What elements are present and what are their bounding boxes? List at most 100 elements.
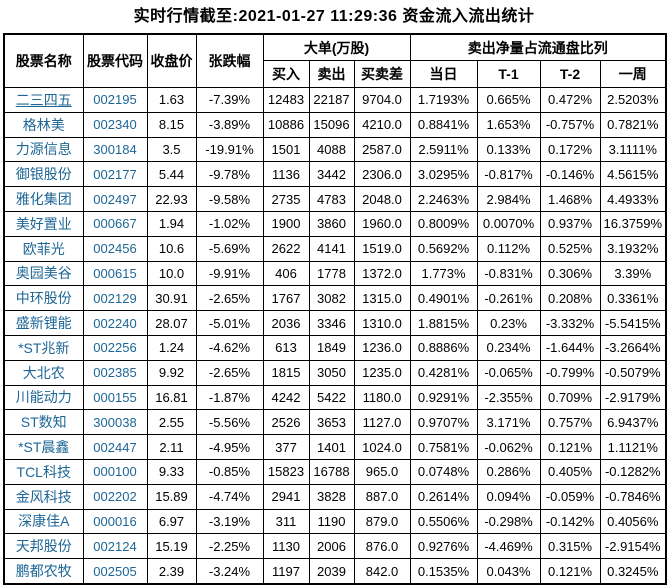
col-group-net-sell-ratio: 卖出净量占流通盘比列	[409, 33, 667, 61]
table-row: *ST兆新 002256 1.24 -4.62% 613 1849 1236.0 0.8886…	[3, 334, 667, 361]
table-row: 川能动力 000155 16.81 -1.87% 4242 5422 1180.0 0.929…	[3, 384, 667, 411]
sell-cell: 22187	[308, 87, 355, 113]
day-pct-cell: 2.5911%	[409, 136, 478, 163]
table-row: 奥园美谷 000615 10.0 -9.91% 406 1778 1372.0 1.773% -…	[3, 260, 667, 287]
table-row: 欧菲光 002456 10.6 -5.69% 2622 4141 1519.0 0.5692%…	[3, 235, 667, 262]
sell-cell: 4088	[308, 136, 355, 163]
sell-cell: 3442	[308, 161, 355, 188]
week-pct-cell: 6.9437%	[599, 409, 667, 436]
change-pct-cell: -9.91%	[195, 260, 264, 287]
day-pct-cell: 0.8009%	[409, 210, 478, 237]
buy-cell: 1900	[262, 210, 310, 237]
col-header-stock-code: 股票代码	[82, 33, 148, 88]
diff-cell: 2048.0	[353, 186, 411, 212]
buy-cell: 15823	[262, 458, 310, 485]
t1-pct-cell: -4.469%	[476, 533, 541, 560]
stock-name-link[interactable]: TCL科技	[3, 458, 84, 485]
buy-cell: 1130	[262, 533, 310, 560]
change-pct-cell: -2.65%	[195, 359, 264, 386]
stock-name-link[interactable]: 盛新锂能	[3, 310, 84, 336]
close-price-cell: 2.39	[146, 558, 197, 585]
stock-code-cell: 002340	[82, 111, 148, 138]
week-pct-cell: 0.7821%	[599, 111, 667, 138]
table-row: 美好置业 000667 1.94 -1.02% 1900 3860 1960.0 0.8009…	[3, 210, 667, 237]
change-pct-cell: -3.24%	[195, 558, 264, 585]
sell-cell: 3653	[308, 409, 355, 436]
week-pct-cell: 0.3361%	[599, 285, 667, 312]
close-price-cell: 5.44	[146, 161, 197, 188]
stock-name-link[interactable]: 二三四五	[3, 87, 84, 113]
week-pct-cell: -2.9154%	[599, 533, 667, 560]
stock-name-link[interactable]: 美好置业	[3, 210, 84, 237]
stock-name-link[interactable]: 力源信息	[3, 136, 84, 163]
diff-cell: 876.0	[353, 533, 411, 560]
buy-cell: 1197	[262, 558, 310, 585]
stock-name-link[interactable]: 欧菲光	[3, 235, 84, 262]
week-pct-cell: 2.5203%	[599, 87, 667, 113]
change-pct-cell: -9.78%	[195, 161, 264, 188]
t2-pct-cell: -0.142%	[539, 508, 601, 535]
week-pct-cell: 0.4056%	[599, 508, 667, 535]
change-pct-cell: -19.91%	[195, 136, 264, 163]
diff-cell: 1127.0	[353, 409, 411, 436]
col-header-t2: T-2	[539, 60, 601, 88]
table-row: TCL科技 000100 9.33 -0.85% 15823 16788 965.0 0.07…	[3, 458, 667, 485]
stock-name-link[interactable]: 中环股份	[3, 285, 84, 312]
day-pct-cell: 0.5506%	[409, 508, 478, 535]
t1-pct-cell: 0.043%	[476, 558, 541, 585]
col-header-buy: 买入	[262, 60, 310, 88]
stock-name-link[interactable]: 奥园美谷	[3, 260, 84, 287]
day-pct-cell: 0.4901%	[409, 285, 478, 312]
t1-pct-cell: 0.112%	[476, 235, 541, 262]
table-row: 格林美 002340 8.15 -3.89% 10886 15096 4210.0 0.884…	[3, 111, 667, 138]
col-header-day: 当日	[409, 60, 478, 88]
table-row: ST数知 300038 2.55 -5.56% 2526 3653 1127.0 0.9707…	[3, 409, 667, 436]
sell-cell: 3050	[308, 359, 355, 386]
stock-code-cell: 300184	[82, 136, 148, 163]
stock-code-cell: 002177	[82, 161, 148, 188]
stock-name-link[interactable]: 格林美	[3, 111, 84, 138]
stock-name-link[interactable]: 鹏都农牧	[3, 558, 84, 585]
stock-name-link[interactable]: 御银股份	[3, 161, 84, 188]
buy-cell: 2941	[262, 483, 310, 510]
buy-cell: 1501	[262, 136, 310, 163]
change-pct-cell: -5.01%	[195, 310, 264, 336]
stock-name-link[interactable]: ST数知	[3, 409, 84, 436]
stock-name-link[interactable]: 川能动力	[3, 384, 84, 411]
stock-name-link[interactable]: 深康佳A	[3, 508, 84, 535]
sell-cell: 1849	[308, 334, 355, 361]
stock-name-link[interactable]: 雅化集团	[3, 186, 84, 212]
t1-pct-cell: 0.286%	[476, 458, 541, 485]
t2-pct-cell: -0.799%	[539, 359, 601, 386]
day-pct-cell: 0.9276%	[409, 533, 478, 560]
close-price-cell: 15.19	[146, 533, 197, 560]
col-header-t1: T-1	[476, 60, 541, 88]
stock-code-cell: 002497	[82, 186, 148, 212]
page-title: 实时行情截至:2021-01-27 11:29:36 资金流入流出统计	[133, 8, 535, 25]
close-price-cell: 1.94	[146, 210, 197, 237]
close-price-cell: 22.93	[146, 186, 197, 212]
t2-pct-cell: -1.644%	[539, 334, 601, 361]
diff-cell: 2587.0	[353, 136, 411, 163]
t1-pct-cell: 2.984%	[476, 186, 541, 212]
t2-pct-cell: 0.525%	[539, 235, 601, 262]
buy-cell: 10886	[262, 111, 310, 138]
stock-name-link[interactable]: 大北农	[3, 359, 84, 386]
stock-code-cell: 000155	[82, 384, 148, 411]
stock-name-link[interactable]: 天邦股份	[3, 533, 84, 560]
diff-cell: 879.0	[353, 508, 411, 535]
day-pct-cell: 0.9291%	[409, 384, 478, 411]
diff-cell: 1315.0	[353, 285, 411, 312]
stock-name-link[interactable]: *ST兆新	[3, 334, 84, 361]
sell-cell: 1778	[308, 260, 355, 287]
stock-name-link[interactable]: *ST晨鑫	[3, 434, 84, 460]
t2-pct-cell: 0.472%	[539, 87, 601, 113]
stock-flow-table: 股票名称 股票代码 收盘价 张跌幅 大单(万股) 卖出净量占流通盘比列 买入 卖…	[3, 33, 668, 585]
table-row: 中环股份 002129 30.91 -2.65% 1767 3082 1315.0 0.490…	[3, 285, 667, 312]
change-pct-cell: -9.58%	[195, 186, 264, 212]
change-pct-cell: -3.19%	[195, 508, 264, 535]
diff-cell: 1236.0	[353, 334, 411, 361]
close-price-cell: 9.33	[146, 458, 197, 485]
close-price-cell: 10.0	[146, 260, 197, 287]
stock-name-link[interactable]: 金风科技	[3, 483, 84, 510]
